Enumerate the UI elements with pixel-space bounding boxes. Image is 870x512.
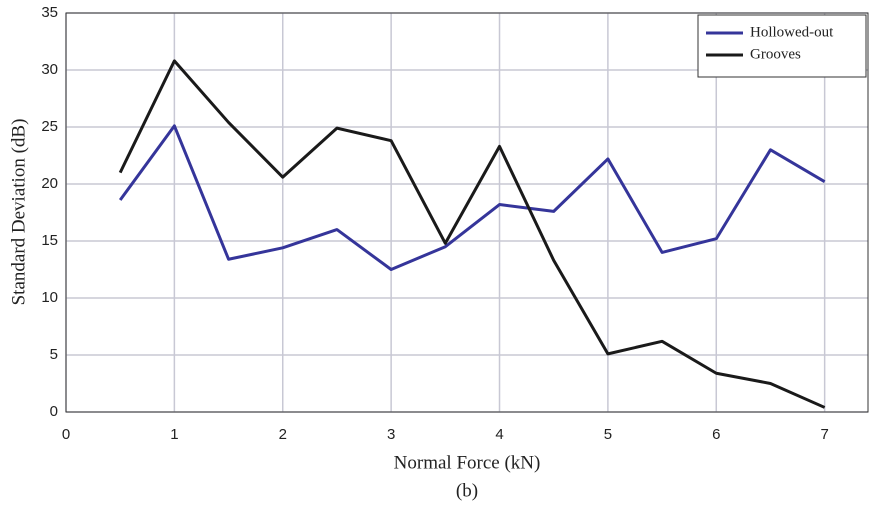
y-tick-label: 30 xyxy=(41,61,58,78)
legend-label: Grooves xyxy=(750,46,801,62)
data-line xyxy=(118,59,826,409)
y-axis-label: Standard Deviation (dB) xyxy=(8,119,29,306)
x-tick-label: 5 xyxy=(604,426,612,443)
x-tick-label: 1 xyxy=(170,426,178,443)
y-tick-label: 0 xyxy=(50,403,58,420)
x-tick-label: 4 xyxy=(495,426,503,443)
caption: (b) xyxy=(456,480,478,501)
data-line xyxy=(118,124,826,271)
y-tick-label: 25 xyxy=(41,118,58,135)
y-tick-label: 35 xyxy=(41,4,58,21)
y-tick-label: 5 xyxy=(50,346,58,363)
x-axis-label: Normal Force (kN) xyxy=(394,452,541,473)
y-tick-label: 10 xyxy=(41,289,58,306)
x-tick-label: 7 xyxy=(820,426,828,443)
y-tick-label: 20 xyxy=(41,175,58,192)
y-tick-label: 15 xyxy=(41,232,58,249)
plot-frame xyxy=(65,12,869,413)
legend-box xyxy=(697,14,867,78)
x-tick-label: 0 xyxy=(62,426,70,443)
x-tick-label: 3 xyxy=(387,426,395,443)
x-tick-label: 6 xyxy=(712,426,720,443)
x-tick-label: 2 xyxy=(279,426,287,443)
legend-label: Hollowed-out xyxy=(750,24,834,40)
